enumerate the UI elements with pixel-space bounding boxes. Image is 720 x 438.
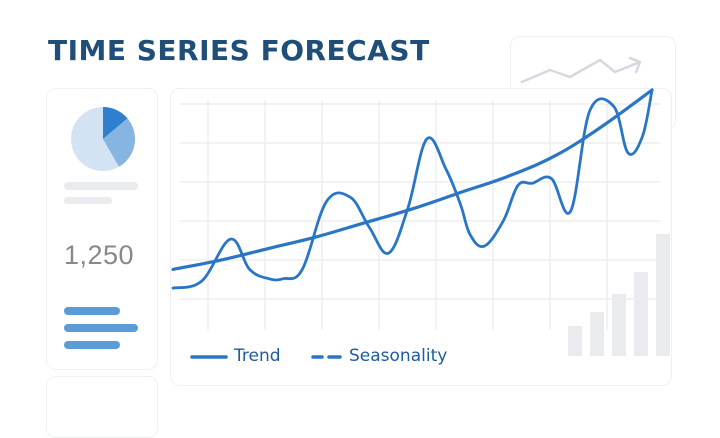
forecast-line-chart	[171, 88, 660, 359]
main-chart-card	[170, 88, 672, 386]
placeholder-line	[64, 197, 112, 204]
page-title: TIME SERIES FORECAST	[48, 34, 430, 67]
pie-chart-icon	[71, 107, 136, 171]
decorations-layer	[64, 56, 670, 356]
summary-bar	[64, 324, 138, 332]
background-bar-chart	[568, 234, 670, 356]
mini-trend-icon	[520, 58, 642, 84]
trend-line	[171, 88, 654, 271]
legend-label-trend: Trend	[234, 346, 281, 366]
seasonality-line	[171, 88, 654, 290]
summary-bar	[64, 307, 120, 315]
placeholder-line	[64, 182, 138, 190]
legend-label-seasonality: Seasonality	[349, 346, 448, 366]
chart-grid	[180, 100, 660, 330]
chart-series	[171, 88, 654, 290]
summary-bar	[64, 341, 120, 349]
kpi-value: 1,250	[64, 240, 135, 270]
